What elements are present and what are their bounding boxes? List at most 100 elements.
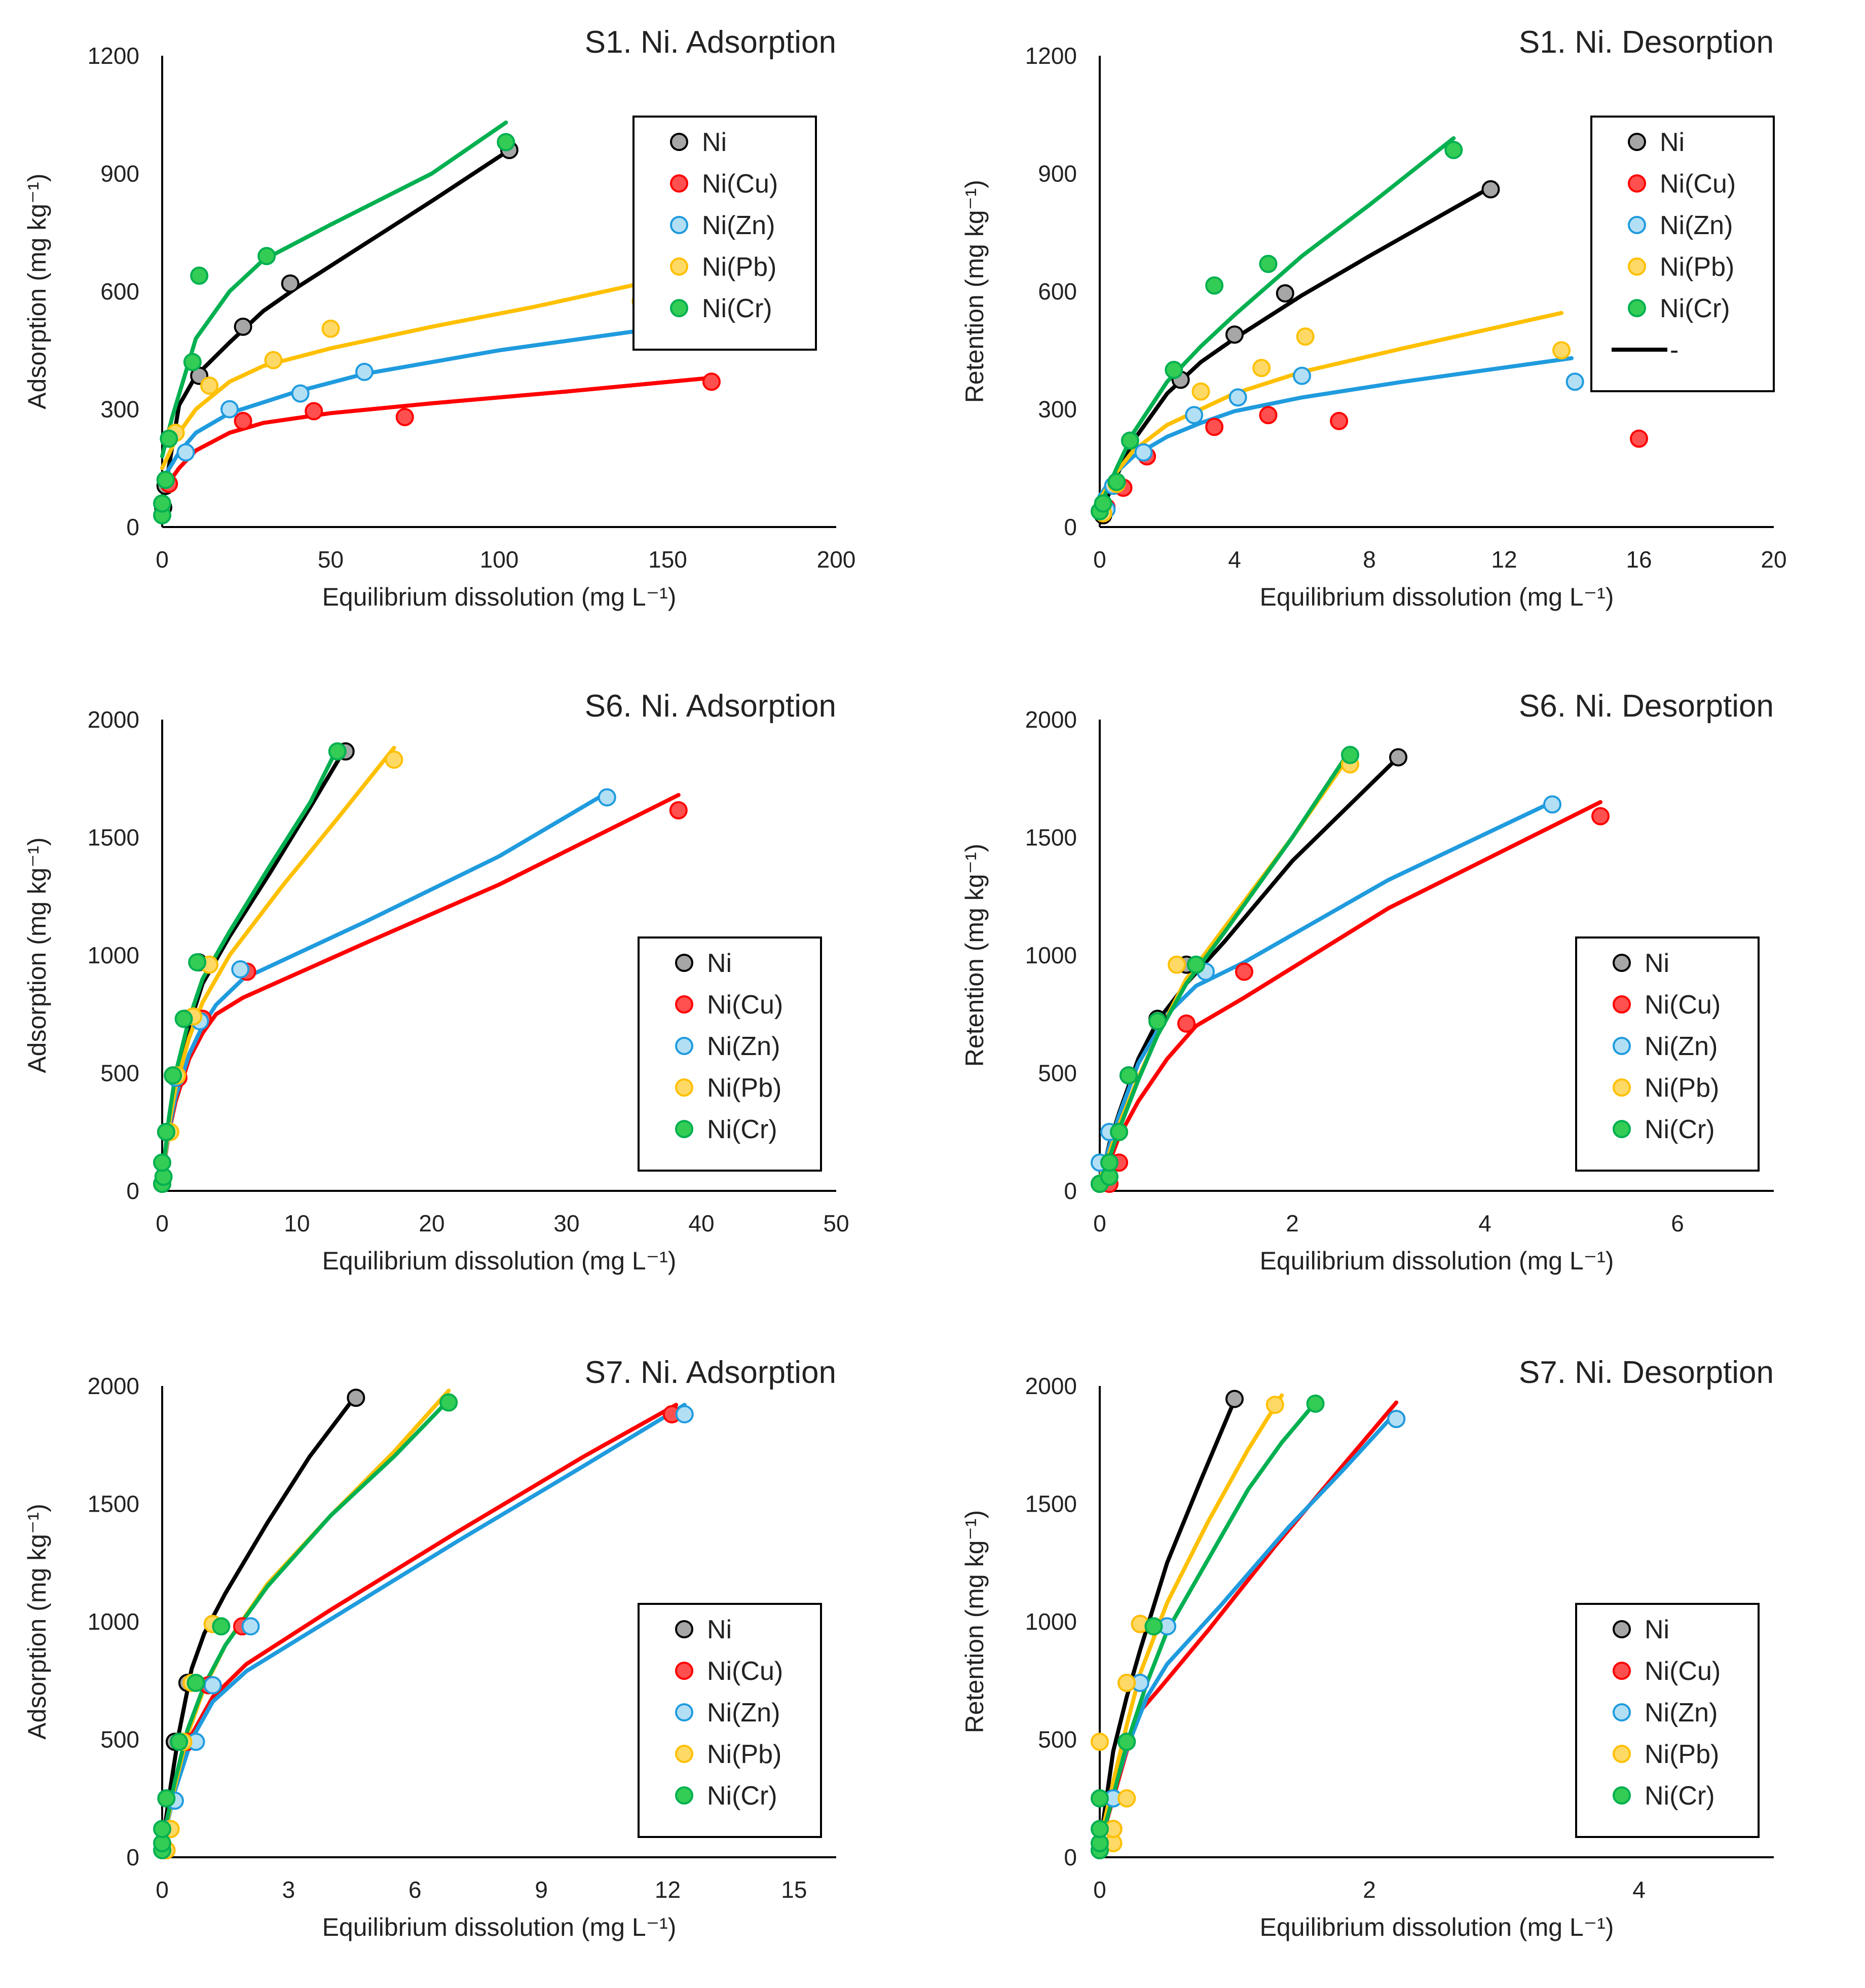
data-point — [1091, 1789, 1109, 1808]
x-tick-label: 9 — [535, 1877, 548, 1903]
fit-line-nicu — [160, 376, 714, 494]
panel-s1-ads: S1. Ni. Adsorption 0 50 100 150 200 0 300 600 900… — [23, 25, 855, 611]
data-point — [157, 1789, 176, 1808]
data-point — [328, 742, 347, 761]
legend-label: Ni — [1645, 1615, 1669, 1644]
legend-label: Ni(Cu) — [702, 169, 778, 199]
legend-marker — [675, 1662, 693, 1680]
legend: Ni Ni(Cu) Ni(Zn) Ni(Pb) Ni(Cr) — [638, 1603, 822, 1838]
y-tick-label: 0 — [1064, 514, 1077, 540]
legend-marker — [1613, 1662, 1631, 1680]
legend-label: Ni(Cr) — [707, 1115, 777, 1144]
data-point — [1148, 1012, 1167, 1031]
panel-s6-des: S6. Ni. Desorption 0 2 4 6 0 500 1000 1500 2000 Eq… — [960, 689, 1774, 1275]
y-tick-label: 0 — [126, 1178, 139, 1204]
legend-label: Ni(Zn) — [702, 211, 775, 240]
legend-box — [638, 936, 822, 1172]
y-axis-title: Retention (mg kg⁻¹) — [960, 844, 989, 1067]
data-point — [1134, 443, 1153, 462]
data-point — [257, 247, 276, 266]
legend-box — [632, 116, 817, 351]
fit-line-nicr — [160, 1398, 451, 1846]
legend-marker — [670, 174, 688, 193]
y-tick-label: 0 — [126, 514, 139, 540]
data-point — [675, 1405, 694, 1423]
data-point — [156, 471, 175, 489]
x-tick-label: 15 — [781, 1877, 807, 1903]
legend-marker — [1613, 1078, 1631, 1097]
legend-label: Ni(Pb) — [707, 1073, 781, 1103]
legend: Ni Ni(Cu) Ni(Zn) Ni(Pb) Ni(Cr) — [632, 116, 817, 351]
legend-marker — [1628, 174, 1646, 193]
data-point — [200, 377, 219, 395]
legend-label: Ni — [707, 1615, 732, 1644]
chart-title: S6. Ni. Desorption — [1519, 689, 1774, 724]
data-point — [157, 1122, 175, 1141]
data-point — [1144, 1617, 1163, 1636]
x-tick-label: 20 — [1761, 546, 1786, 573]
data-point — [1094, 494, 1112, 513]
x-tick-label: 4 — [1228, 546, 1241, 573]
x-tick-label: 4 — [1632, 1877, 1646, 1903]
data-point — [1330, 411, 1349, 430]
y-tick-label: 500 — [1038, 1727, 1077, 1753]
fit-line-nicr — [1098, 748, 1352, 1184]
x-tick-label: 6 — [408, 1877, 422, 1903]
legend-label: Ni(Zn) — [1645, 1698, 1718, 1728]
legend-box — [1590, 116, 1775, 392]
fit-line-nicr — [160, 745, 340, 1181]
y-axis-title: Adsorption (mg kg⁻¹) — [23, 173, 51, 409]
data-point — [1565, 372, 1584, 391]
x-tick-label: 50 — [318, 546, 344, 573]
legend: Ni Ni(Cu) Ni(Zn) Ni(Pb) Ni(Cr) — [1575, 936, 1760, 1172]
y-axis-title: Adsorption (mg kg⁻¹) — [23, 1504, 51, 1739]
legend-marker — [675, 1120, 693, 1138]
data-point — [1444, 141, 1463, 159]
y-tick-label: 1500 — [88, 824, 139, 851]
legend-label: Ni(Pb) — [702, 252, 776, 282]
data-point — [234, 411, 252, 430]
data-point — [1091, 1733, 1109, 1751]
y-tick-label: 1000 — [1025, 942, 1077, 968]
y-tick-label: 2000 — [1025, 1373, 1077, 1399]
legend-label: Ni(Cr) — [707, 1781, 777, 1811]
data-point — [1185, 406, 1204, 425]
data-point — [183, 353, 202, 371]
data-point — [190, 267, 209, 285]
legend-label: Ni(Cr) — [1645, 1781, 1715, 1811]
data-point — [231, 960, 250, 979]
x-tick-label: 3 — [282, 1877, 295, 1903]
data-point — [1187, 955, 1205, 974]
legend-marker — [675, 1620, 693, 1638]
y-axis-title: Retention (mg kg⁻¹) — [960, 1510, 989, 1733]
data-point — [1165, 361, 1183, 379]
legend-marker — [675, 1078, 693, 1097]
legend-label: Ni(Cr) — [1645, 1115, 1715, 1144]
legend-label: Ni(Cu) — [1645, 990, 1721, 1020]
y-tick-label: 0 — [126, 1844, 139, 1870]
legend-marker — [670, 257, 688, 276]
legend-marker — [675, 954, 693, 972]
y-tick-label: 1200 — [88, 43, 139, 69]
data-point — [702, 372, 721, 391]
data-point — [212, 1617, 231, 1636]
y-tick-label: 900 — [100, 161, 139, 187]
fit-line-ni — [1098, 1398, 1237, 1848]
data-point — [1205, 276, 1224, 295]
x-tick-label: 0 — [1093, 546, 1106, 573]
legend-label: Ni(Pb) — [1645, 1740, 1719, 1769]
x-tick-label: 0 — [1093, 1210, 1106, 1236]
x-tick-label: 2 — [1286, 1210, 1299, 1236]
data-point — [1107, 472, 1126, 491]
data-point — [1259, 406, 1278, 425]
data-point — [1235, 962, 1253, 981]
y-tick-label: 600 — [100, 278, 139, 305]
data-point — [241, 1617, 260, 1636]
chart-title: S7. Ni. Desorption — [1519, 1355, 1774, 1390]
data-point — [1387, 1410, 1406, 1429]
legend-label: Ni(Cu) — [707, 1657, 783, 1686]
y-tick-label: 600 — [1038, 278, 1077, 305]
data-point — [291, 384, 310, 403]
data-point — [669, 801, 688, 820]
